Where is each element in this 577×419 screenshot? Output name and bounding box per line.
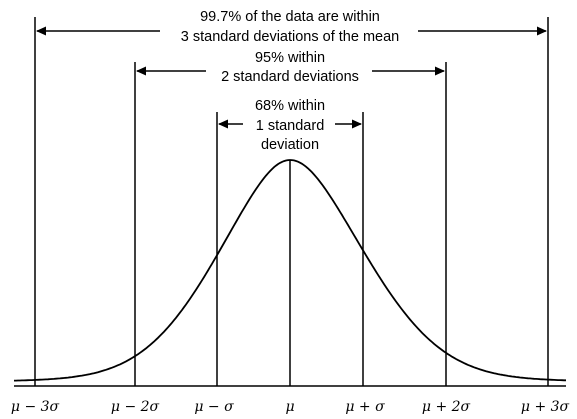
two-sigma-arrowhead-left bbox=[136, 66, 146, 76]
tick-label-minus-1-sigma: μ − σ bbox=[194, 399, 234, 415]
one-sigma-arrowhead-left bbox=[218, 119, 228, 129]
tick-label-minus-2-sigma: μ − 2σ bbox=[111, 399, 160, 415]
tick-label-minus-3-sigma: μ − 3σ bbox=[11, 399, 60, 415]
three-sigma-arrowhead-right bbox=[537, 26, 547, 36]
two-sigma-caption-line2: 2 standard deviations bbox=[221, 69, 359, 85]
tick-label-plus-1-sigma: μ + σ bbox=[345, 399, 385, 415]
one-sigma-arrowhead-right bbox=[352, 119, 362, 129]
three-sigma-arrowhead-left bbox=[36, 26, 46, 36]
tick-label-mean: μ bbox=[285, 399, 294, 415]
one-sigma-caption-line1: 68% within bbox=[255, 98, 325, 114]
one-sigma-caption-line2: 1 standard bbox=[256, 118, 325, 134]
tick-label-plus-2-sigma: μ + 2σ bbox=[422, 399, 471, 415]
tick-label-plus-3-sigma: μ + 3σ bbox=[521, 399, 570, 415]
two-sigma-arrowhead-right bbox=[435, 66, 445, 76]
three-sigma-caption-line2: 3 standard deviations of the mean bbox=[181, 29, 399, 45]
two-sigma-caption-line1: 95% within bbox=[255, 50, 325, 66]
one-sigma-caption-line3: deviation bbox=[261, 137, 319, 153]
three-sigma-caption-line1: 99.7% of the data are within bbox=[200, 9, 380, 25]
